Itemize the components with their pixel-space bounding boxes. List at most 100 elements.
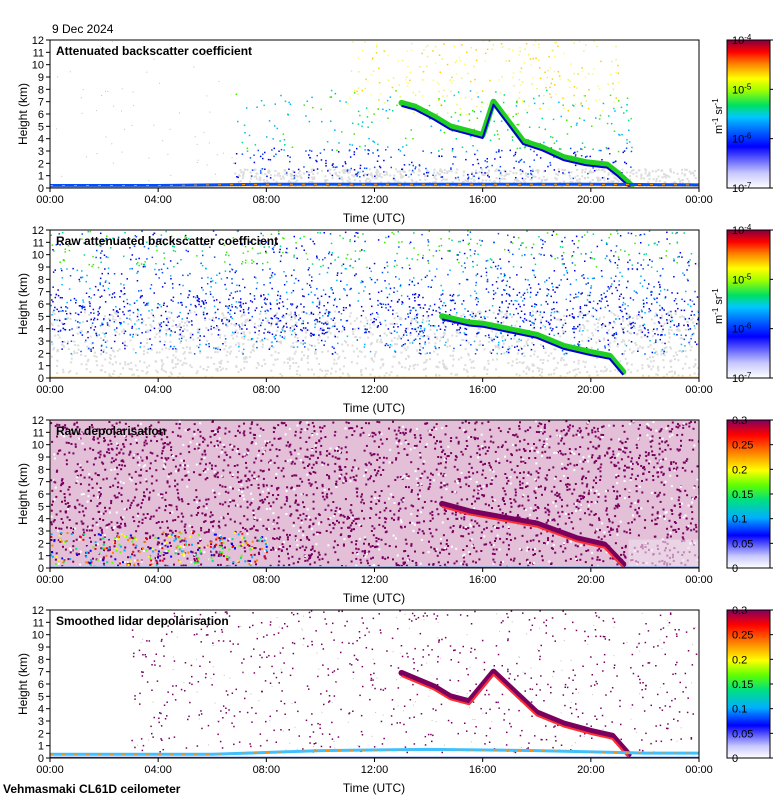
x-tick-label: 00:00	[685, 194, 713, 206]
heatmap-cell	[368, 137, 370, 140]
heatmap-cell	[476, 117, 479, 119]
heatmap-cell	[623, 327, 626, 329]
heatmap-cell	[129, 303, 131, 306]
heatmap-cell	[379, 172, 382, 175]
heatmap-cell	[232, 237, 235, 239]
heatmap-cell	[53, 313, 56, 315]
heatmap-cell	[591, 277, 594, 280]
heatmap-cell	[131, 124, 133, 126]
heatmap-cell	[105, 237, 107, 240]
heatmap-cell	[229, 270, 231, 273]
heatmap-cell	[613, 340, 616, 343]
heatmap-cell	[590, 171, 592, 174]
heatmap-cell	[613, 176, 616, 179]
heatmap-cell	[268, 330, 271, 333]
heatmap-cell	[108, 294, 111, 296]
heatmap-cell	[163, 263, 165, 265]
heatmap-cell	[357, 57, 360, 59]
heatmap-cell	[56, 319, 58, 321]
heatmap-cell	[261, 339, 263, 341]
heatmap-cell	[689, 299, 692, 301]
heatmap-cell	[407, 339, 409, 341]
heatmap-cell	[77, 344, 80, 347]
heatmap-cell	[282, 237, 284, 239]
heatmap-cell	[393, 178, 396, 181]
heatmap-cell	[532, 314, 534, 317]
heatmap-cell	[566, 352, 568, 355]
heatmap-cell	[330, 254, 333, 256]
heatmap-cell	[459, 240, 461, 243]
heatmap-cell	[204, 299, 207, 302]
heatmap-cell	[283, 337, 285, 340]
heatmap-cell	[269, 277, 271, 279]
heatmap-cell	[308, 267, 310, 269]
heatmap-cell	[573, 336, 576, 339]
heatmap-cell	[644, 172, 647, 175]
heatmap-cell	[643, 177, 646, 180]
heatmap-cell	[360, 370, 363, 373]
heatmap-cell	[554, 258, 556, 260]
heatmap-cell	[255, 366, 258, 369]
heatmap-cell	[607, 304, 609, 307]
heatmap-cell	[232, 337, 235, 340]
heatmap-cell	[499, 173, 502, 176]
heatmap-cell	[251, 344, 254, 347]
heatmap-cell	[619, 295, 621, 297]
heatmap-cell	[98, 307, 101, 310]
heatmap-cell	[409, 267, 411, 270]
heatmap-cell	[552, 286, 554, 288]
heatmap-cell	[456, 329, 458, 331]
heatmap-cell	[259, 310, 262, 313]
heatmap-cell	[200, 262, 202, 265]
heatmap-cell	[584, 146, 586, 148]
heatmap-cell	[169, 371, 172, 374]
heatmap-cell	[267, 310, 269, 312]
heatmap-cell	[506, 293, 508, 295]
heatmap-cell	[648, 365, 651, 368]
heatmap-cell	[279, 373, 282, 375]
heatmap-cell	[299, 174, 302, 177]
heatmap-cell	[673, 260, 675, 262]
heatmap-cell	[609, 341, 612, 344]
heatmap-cell	[144, 265, 146, 268]
heatmap-cell	[425, 375, 427, 378]
heatmap-cell	[274, 244, 276, 247]
heatmap-cell	[333, 334, 336, 337]
heatmap-cell	[531, 363, 534, 366]
heatmap-cell	[145, 366, 148, 369]
heatmap-cell	[516, 99, 519, 102]
heatmap-cell	[103, 254, 106, 256]
heatmap-cell	[570, 171, 573, 174]
heatmap-cell	[403, 154, 406, 156]
heatmap-cell	[267, 171, 270, 174]
heatmap-cell	[444, 304, 447, 307]
heatmap-cell	[156, 241, 158, 244]
heatmap-cell	[629, 171, 632, 174]
heatmap-cell	[581, 292, 583, 294]
heatmap-cell	[645, 297, 648, 299]
heatmap-cell	[163, 257, 166, 259]
heatmap-cell	[497, 276, 499, 279]
heatmap-cell	[243, 367, 246, 370]
heatmap-cell	[524, 48, 526, 50]
heatmap-cell	[147, 302, 149, 304]
heatmap-cell	[516, 352, 519, 355]
heatmap-cell	[309, 284, 311, 286]
heatmap-cell	[597, 85, 599, 87]
heatmap-cell	[210, 286, 212, 288]
heatmap-cell	[692, 332, 695, 335]
heatmap-cell	[514, 153, 516, 156]
heatmap-cell	[671, 292, 673, 294]
heatmap-cell	[225, 354, 228, 357]
heatmap-cell	[153, 58, 155, 60]
heatmap-cell	[653, 286, 655, 288]
heatmap-cell	[683, 174, 686, 177]
heatmap-cell	[297, 365, 300, 368]
heatmap-cell	[160, 322, 163, 324]
heatmap-cell	[510, 316, 513, 319]
heatmap-cell	[661, 306, 663, 309]
heatmap-cell	[532, 57, 534, 60]
heatmap-cell	[587, 176, 590, 179]
heatmap-cell	[352, 122, 354, 125]
heatmap-cell	[484, 335, 487, 337]
